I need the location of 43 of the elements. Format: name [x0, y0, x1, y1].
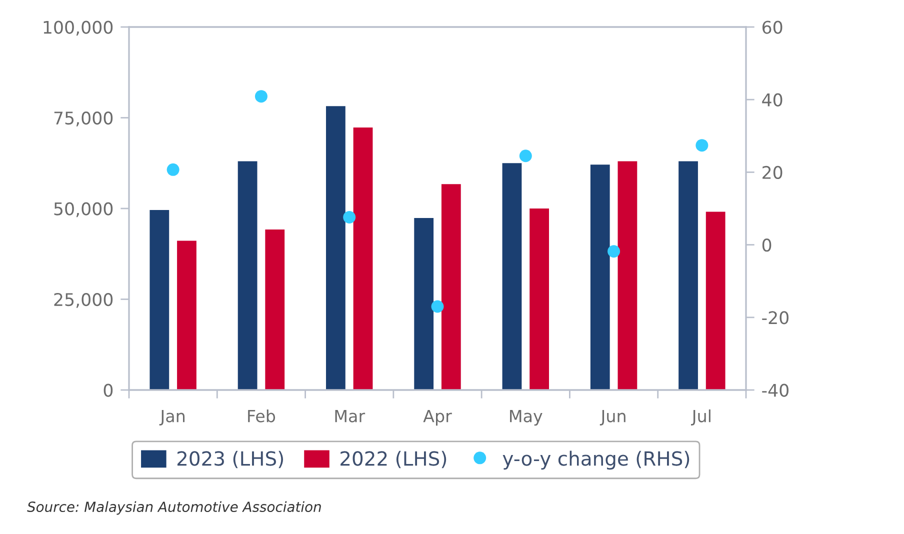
- x-tick-label: Jan: [159, 410, 184, 426]
- bar: [441, 184, 461, 390]
- x-tick-label: Jun: [600, 410, 626, 426]
- bar: [177, 240, 196, 390]
- y-tick-label: 0: [104, 384, 113, 397]
- bar: [618, 161, 638, 390]
- x-tick-label: Jul: [691, 409, 710, 426]
- point: [254, 90, 268, 103]
- bar: [530, 208, 549, 390]
- y2-tick-label: 60: [762, 20, 782, 34]
- bar: [150, 210, 170, 390]
- x-tick-label: Apr: [423, 410, 452, 426]
- y2-tick-label: 20: [762, 166, 782, 180]
- bar: [414, 218, 434, 390]
- x-tick-label: Feb: [248, 409, 276, 422]
- point: [519, 150, 532, 162]
- bar: [326, 106, 346, 390]
- point: [608, 245, 620, 258]
- y2-tick-label: 0: [762, 238, 772, 252]
- bar: [590, 164, 610, 390]
- source-note: Source: Malaysian Automotive Association: [27, 501, 321, 515]
- y2-tick-label: -20: [762, 311, 788, 324]
- bar: [265, 230, 285, 390]
- point: [166, 163, 180, 176]
- y-tick-label: 50,000: [54, 202, 113, 218]
- point: [696, 139, 708, 152]
- y2-tick-label: -40: [762, 384, 788, 397]
- x-tick-label: Mar: [335, 410, 366, 422]
- y-tick-label: 75,000: [54, 111, 113, 126]
- bar: [353, 128, 373, 390]
- y-tick-label: 25,000: [54, 292, 113, 308]
- bar: [238, 161, 258, 390]
- bar: [706, 212, 726, 390]
- point: [343, 210, 356, 224]
- legend-label: 2022 (LHS): [340, 450, 446, 468]
- y2-tick-label: 40: [762, 93, 782, 106]
- bar: [678, 161, 698, 390]
- y-tick-label: 100,000: [44, 20, 113, 36]
- x-tick-label: May: [510, 410, 542, 426]
- legend-label: 2023 (LHS): [177, 450, 283, 468]
- bar: [502, 163, 522, 390]
- point: [431, 300, 444, 313]
- legend-label: y-o-y change (RHS): [502, 450, 690, 470]
